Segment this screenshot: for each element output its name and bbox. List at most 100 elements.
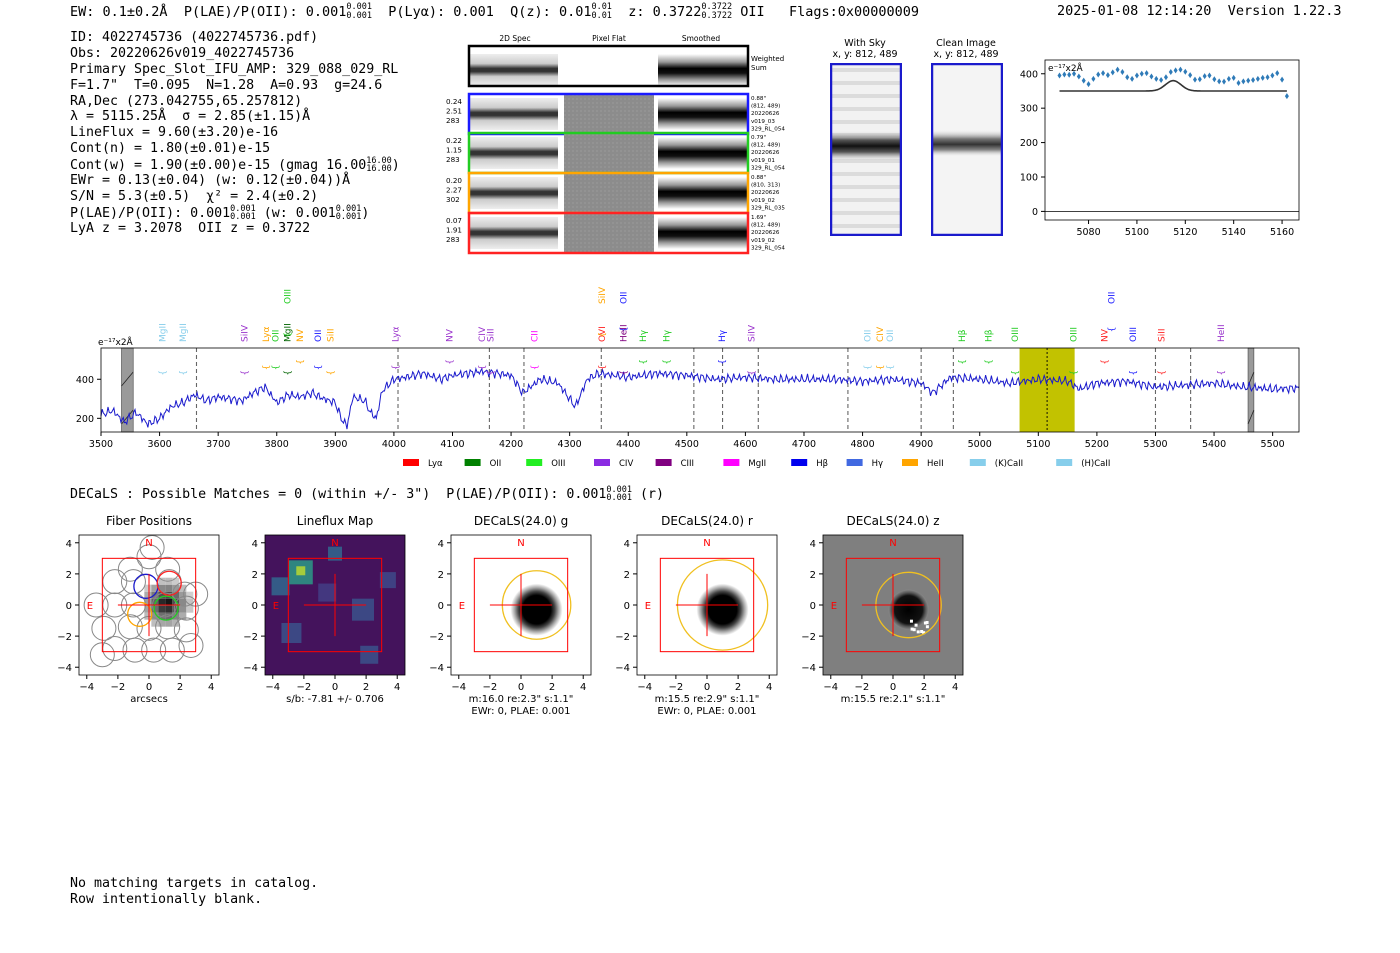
line-label: Lyα { xyxy=(262,326,272,370)
line-label-bracket: { xyxy=(159,370,169,376)
line-label-bracket: { xyxy=(1011,370,1021,376)
zoom-data-point xyxy=(1101,70,1106,77)
clean-image-title: Clean Image x, y: 812, 489 xyxy=(933,38,999,60)
full-xtick-label: 5200 xyxy=(1085,439,1109,450)
zoom-data-point xyxy=(1130,75,1135,82)
line-label: CIV { xyxy=(876,326,886,370)
thumb-ytick-label: 4 xyxy=(252,539,258,550)
legend-swatch xyxy=(655,459,672,466)
residual-pixel xyxy=(920,630,924,634)
line-label: MgII { xyxy=(179,323,189,375)
spec2d-col-header: Smoothed xyxy=(682,34,721,43)
zoom-data-point xyxy=(1275,70,1280,77)
full-xtick-label: 4200 xyxy=(499,439,523,450)
line-label: Lyα { xyxy=(392,326,402,370)
thumb-ytick-label: −2 xyxy=(801,632,816,643)
zoom-ytick-label: 400 xyxy=(1020,69,1038,80)
line-label-bracket: { xyxy=(598,364,608,370)
fiber-meta: 20220626 xyxy=(751,190,780,196)
thumb-ytick-label: 2 xyxy=(252,570,258,581)
fiber-stat: 0.20 xyxy=(446,176,462,185)
legend-label: Hβ xyxy=(816,459,828,469)
residual-pixel xyxy=(925,621,929,625)
line-label-bracket: { xyxy=(531,364,541,370)
thumb-xtick-label: 0 xyxy=(704,682,710,693)
full-units-label: e⁻¹⁷x2Å xyxy=(98,336,134,348)
legend-label: MgII xyxy=(748,459,766,469)
fiber-meta: (812, 489) xyxy=(751,143,780,149)
zoom-data-point xyxy=(1072,70,1077,77)
line-label-bracket: { xyxy=(863,364,873,370)
zoom-data-point xyxy=(1222,78,1227,85)
zoom-fit-line xyxy=(1059,79,1287,92)
line-label: OII { xyxy=(314,330,324,371)
weighted-sum-label: Weighted xyxy=(751,55,784,63)
flux-blob xyxy=(296,566,306,576)
line-label-text: OII xyxy=(314,330,324,342)
header-z-hi: 0.3722 xyxy=(701,2,733,12)
fiber-circle-highlight xyxy=(153,595,179,621)
zoom-spectrum-chart: 0 100 200 300 400 5080 5100 5120 5140 5160 e⁻¹⁷x2Å xyxy=(1020,59,1300,238)
line-label-bracket: { xyxy=(1217,370,1227,376)
fiber-2d-spec xyxy=(470,137,558,169)
source-pixel xyxy=(158,598,166,606)
thumbnail-panel: Fiber Positions N E −4 −4 −2 −2 0 0 2 2 4 4 arcsecs xyxy=(57,514,220,705)
line-label-text: SiII xyxy=(327,328,337,342)
thumb-xtick-label: 4 xyxy=(766,682,772,693)
thumbnail-title: DECaLS(24.0) z xyxy=(846,514,939,528)
full-xtick-label: 4400 xyxy=(616,439,640,450)
source-pixel xyxy=(151,619,159,627)
line-label-bracket: { xyxy=(283,370,293,376)
line-label-text: SiIV xyxy=(747,324,757,342)
header-version: Version 1.22.3 xyxy=(1227,3,1342,19)
source-pixel xyxy=(186,591,194,599)
thumb-ytick-label: −2 xyxy=(615,632,630,643)
line-label: CII { xyxy=(531,330,541,370)
line-label-text: OII xyxy=(272,330,282,342)
full-xtick-label: 4600 xyxy=(733,439,757,450)
thumb-ytick-label: −2 xyxy=(57,632,72,643)
line-label-text: NV xyxy=(446,328,456,342)
line-label-bracket: { xyxy=(886,364,896,370)
search-box xyxy=(101,557,197,653)
legend-swatch xyxy=(403,459,419,466)
zoom-data-point xyxy=(1236,80,1241,87)
decals-header-end: (r) xyxy=(639,487,665,502)
decals-header-hi: 0.001 xyxy=(606,485,632,495)
line-label-bracket: { xyxy=(747,370,757,376)
zoom-data-point xyxy=(1188,72,1193,79)
line-label-bracket: { xyxy=(598,332,608,338)
line-label-text: SiIV xyxy=(241,324,251,342)
full-xtick-label: 5100 xyxy=(1026,439,1050,450)
source-blob xyxy=(696,583,749,636)
fiber-stat: 1.15 xyxy=(446,146,462,155)
legend-label: CIV xyxy=(619,459,633,469)
zoom-data-point xyxy=(1265,74,1270,81)
thumbnail-panel: DECaLS(24.0) z N E −4 −4 −2 −2 0 0 2 2 4 4 m:15.5 re:… xyxy=(801,514,964,705)
info-lyaz: LyA z = 3.2078 OII z = 0.3722 xyxy=(70,220,311,236)
line-label-bracket: { xyxy=(1069,370,1079,376)
fiber-meta: 20220626 xyxy=(751,230,780,236)
fiber-circle xyxy=(120,569,146,595)
fiber-meta: v019_01 xyxy=(751,158,775,164)
fiber-meta: v019_02 xyxy=(751,198,775,204)
thumbnail-title: Fiber Positions xyxy=(106,514,192,528)
thumb-xtick-label: −2 xyxy=(669,682,684,693)
fiber-meta: v019_03 xyxy=(751,119,775,125)
zoom-data-point xyxy=(1280,76,1285,83)
line-label-text: OII xyxy=(620,292,630,304)
thumb-xtick-label: 0 xyxy=(890,682,896,693)
zoom-data-point xyxy=(1183,68,1188,75)
zoom-data-point xyxy=(1081,77,1086,84)
thumbnail-caption-2: EWr: 0, PLAE: 0.001 xyxy=(657,706,756,717)
thumb-xtick-label: 2 xyxy=(735,682,741,693)
full-xtick-label: 4300 xyxy=(558,439,582,450)
full-xtick-label: 4000 xyxy=(382,439,406,450)
line-label-bracket: { xyxy=(876,364,886,370)
thumb-ytick-label: −4 xyxy=(615,663,630,674)
thumb-xtick-label: −4 xyxy=(265,682,280,693)
thumbnail-title: Lineflux Map xyxy=(297,514,373,528)
header-plya: P(Lyα): 0.001 xyxy=(388,4,494,20)
line-label-bracket: { xyxy=(1108,326,1118,332)
